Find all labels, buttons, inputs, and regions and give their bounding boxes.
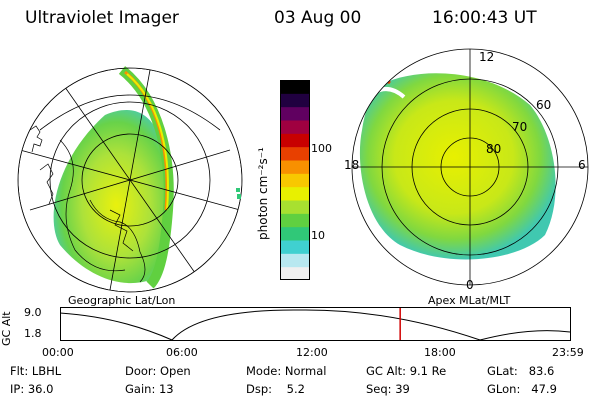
right-map-caption: Apex MLat/MLT <box>428 294 511 307</box>
colorbar-segment <box>280 106 310 121</box>
colorbar-segment <box>280 80 310 94</box>
altitude-ytick-high: 9.0 <box>24 306 42 319</box>
mode-status: Mode: Normal <box>246 364 327 378</box>
seq-status: Seq: 39 <box>366 382 410 396</box>
altitude-ylabel: GC Alt <box>0 311 13 346</box>
altitude-xtick-2: 12:00 <box>296 346 328 359</box>
colorbar-segment <box>280 133 310 148</box>
altitude-plot <box>60 307 571 341</box>
coastlines <box>29 125 146 283</box>
dsp-status: Dsp: 5.2 <box>246 382 305 396</box>
colorbar-segment <box>280 226 310 241</box>
auroral-emission-region <box>53 110 168 284</box>
altitude-curve <box>60 309 571 341</box>
time-label: 16:00:43 UT <box>432 8 537 28</box>
colorbar-segment <box>280 253 310 268</box>
mlat-label-80: 80 <box>486 142 501 156</box>
colorbar-segment <box>280 173 310 188</box>
date-label: 03 Aug 00 <box>274 8 362 28</box>
altitude-xtick-4: 23:59 <box>552 346 584 359</box>
left-map-caption: Geographic Lat/Lon <box>68 294 176 307</box>
mlat-label-60: 60 <box>536 98 551 112</box>
color-scale-bar <box>280 80 310 280</box>
colorbar-border <box>280 80 310 280</box>
colorbar-segment <box>280 200 310 214</box>
altitude-xtick-3: 18:00 <box>424 346 456 359</box>
colorbar-units: photon cm⁻²s⁻¹ <box>256 147 270 240</box>
gc-alt-status: GC Alt: 9.1 Re <box>366 364 447 378</box>
gain-status: Gain: 13 <box>125 382 174 396</box>
colorbar-segment <box>280 266 310 280</box>
door-status: Door: Open <box>125 364 191 378</box>
lat-lon-grid <box>18 68 242 292</box>
mlat-label-70: 70 <box>512 120 527 134</box>
colorbar-tick-10: 10 <box>311 229 325 242</box>
altitude-xtick-0: 00:00 <box>42 346 74 359</box>
colorbar-segment <box>280 93 310 108</box>
colorbar-tick-100: 100 <box>311 142 332 155</box>
altitude-xtick-1: 06:00 <box>166 346 198 359</box>
mlat-mlt-grid <box>351 48 589 286</box>
colorbar-segment <box>280 160 310 174</box>
colorbar-segment <box>280 213 310 228</box>
mlt-label-12: 12 <box>479 50 494 64</box>
altitude-ytick-low: 1.8 <box>24 327 42 340</box>
stray-pixels <box>236 188 241 199</box>
magnetic-polar-map: 12 18 6 0 60 70 80 <box>344 48 589 292</box>
glat-status: GLat: 83.6 <box>487 364 555 378</box>
colorbar-segment <box>280 120 310 134</box>
mlt-label-6: 6 <box>578 158 586 172</box>
mlt-label-0: 0 <box>466 278 474 292</box>
colorbar-segment <box>280 146 310 161</box>
glon-status: GLon: 47.9 <box>487 382 557 396</box>
geographic-map <box>17 66 243 293</box>
mlt-label-18: 18 <box>344 158 359 172</box>
auroral-oval-image <box>359 73 556 260</box>
colorbar-segment <box>280 240 310 254</box>
colorbar-segment <box>280 186 310 201</box>
instrument-title: Ultraviolet Imager <box>25 8 179 28</box>
ip-status: IP: 36.0 <box>10 382 54 396</box>
filter-status: Flt: LBHL <box>10 364 62 378</box>
